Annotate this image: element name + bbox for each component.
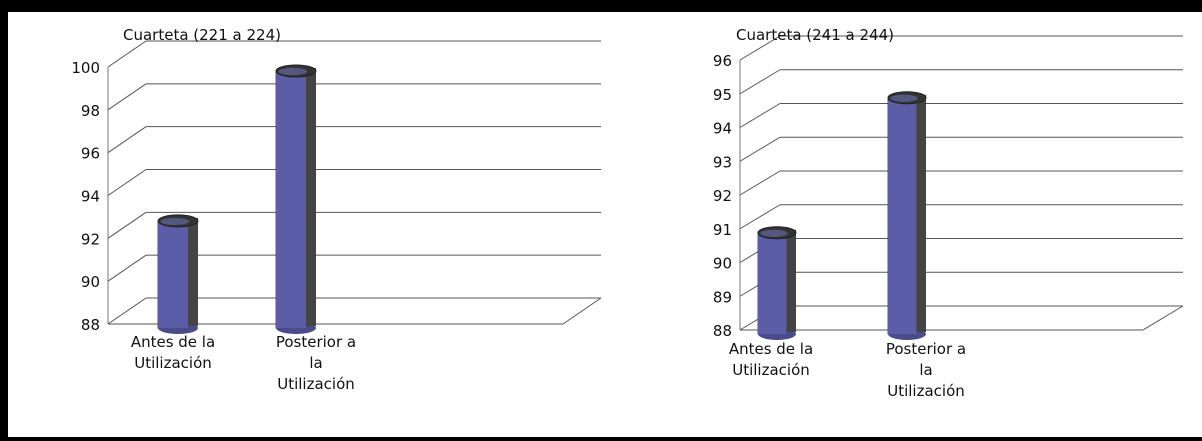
gridline — [740, 104, 1183, 128]
gridline — [740, 171, 1183, 195]
gridline — [108, 84, 601, 110]
y-tick-label: 90 — [81, 273, 100, 291]
gridline — [740, 272, 1183, 296]
gridline — [108, 41, 601, 67]
floor-edge — [1143, 306, 1183, 330]
floor-edge — [563, 298, 601, 324]
gridline — [740, 70, 1183, 94]
y-tick-label: 89 — [713, 288, 732, 306]
chart-title: Cuarteta (241 a 244) — [736, 26, 894, 44]
bar — [888, 92, 926, 340]
y-tick-label: 91 — [713, 221, 732, 239]
y-tick-label: 88 — [713, 322, 732, 340]
bar — [158, 215, 198, 334]
bar — [276, 65, 316, 334]
gridline — [108, 170, 601, 196]
chart-cuarteta-221-224: Cuarteta (221 a 224) 88 90 92 94 96 98 100 Ante… — [8, 12, 608, 437]
y-tick-label: 94 — [81, 188, 100, 206]
y-tick-label: 100 — [71, 59, 100, 77]
bar — [758, 227, 796, 340]
y-tick-label: 92 — [81, 230, 100, 248]
figure-frame: Cuarteta (221 a 224) 88 90 92 94 96 98 100 Ante… — [8, 12, 1202, 437]
y-tick-label: 92 — [713, 187, 732, 205]
y-tick-label: 95 — [713, 86, 732, 104]
y-tick-label: 88 — [81, 316, 100, 334]
chart-cuarteta-241-244: Cuarteta (241 a 244) 88 89 90 91 92 93 94 95 96 A… — [648, 12, 1202, 437]
gridline — [740, 306, 1183, 330]
y-tick-label: 96 — [713, 52, 732, 70]
gridline — [740, 205, 1183, 229]
y-tick-label: 93 — [713, 153, 732, 171]
gridline — [740, 239, 1183, 263]
gridline — [108, 127, 601, 153]
gridline — [740, 137, 1183, 161]
y-tick-label: 90 — [713, 255, 732, 273]
y-tick-label: 98 — [81, 102, 100, 120]
y-tick-label: 94 — [713, 120, 732, 138]
y-tick-label: 96 — [81, 145, 100, 163]
chart-title: Cuarteta (221 a 224) — [123, 26, 281, 44]
